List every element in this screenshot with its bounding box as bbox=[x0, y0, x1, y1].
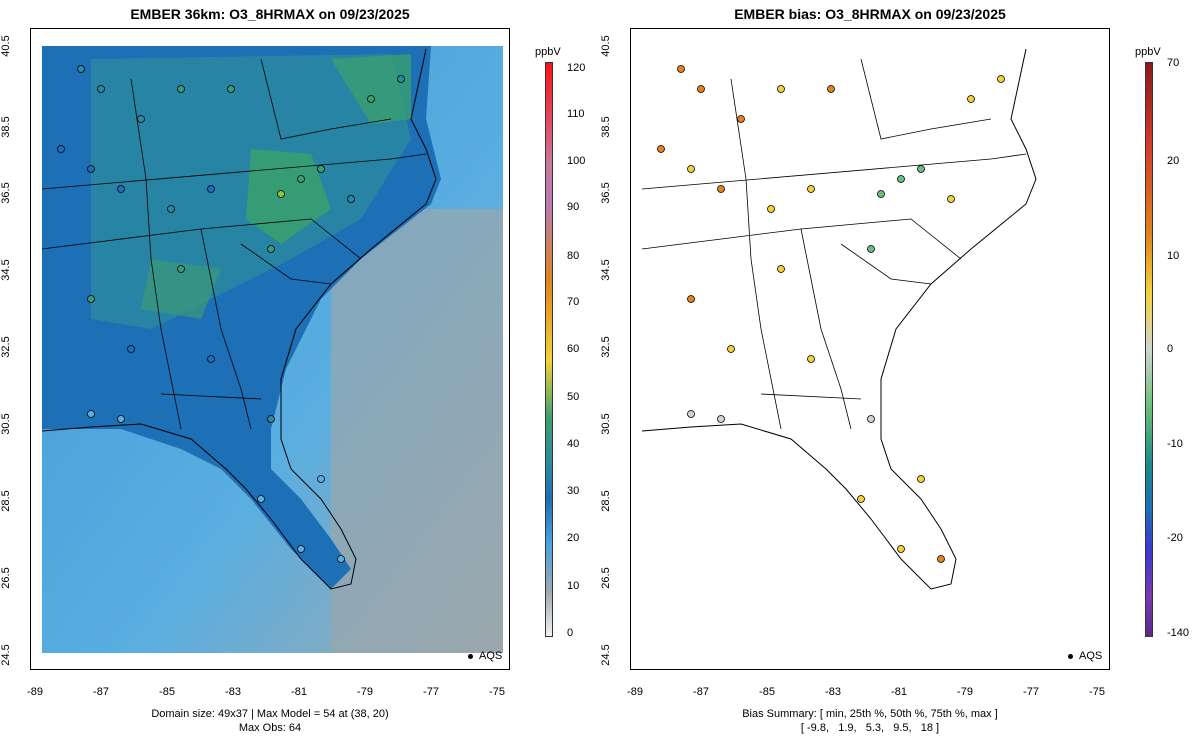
y-tick-label: 38.5 bbox=[0, 116, 12, 138]
left-map-title: EMBER 36km: O3_8HRMAX on 09/23/2025 bbox=[130, 6, 410, 22]
colorbar-tick-label: 10 bbox=[1167, 250, 1180, 262]
legend-label: AQS bbox=[479, 650, 503, 662]
x-tick-label: -83 bbox=[225, 686, 241, 698]
y-tick-label: 34.5 bbox=[600, 259, 612, 281]
right-colorbar-unit: ppbV bbox=[1135, 46, 1161, 58]
y-tick-label: 32.5 bbox=[600, 336, 612, 358]
colorbar-tick-label: 20 bbox=[1167, 155, 1180, 167]
right-legend: AQS bbox=[1068, 650, 1102, 662]
x-tick-label: -81 bbox=[891, 686, 907, 698]
bias-map-panel bbox=[630, 28, 1110, 670]
colorbar-tick-label: 70 bbox=[567, 296, 580, 308]
right-colorbar bbox=[1145, 62, 1153, 637]
y-tick-label: 36.5 bbox=[0, 182, 12, 204]
bias-map bbox=[641, 48, 1037, 590]
colorbar-tick-label: 40 bbox=[567, 438, 580, 450]
y-tick-label: 30.5 bbox=[600, 413, 612, 435]
x-tick-label: -87 bbox=[693, 686, 709, 698]
legend-dot-icon bbox=[1068, 653, 1073, 659]
colorbar-tick-label: 100 bbox=[567, 155, 586, 167]
left-footer-maxobs: Max Obs: 64 bbox=[238, 722, 302, 734]
y-tick-label: 40.5 bbox=[0, 35, 12, 57]
x-tick-label: -77 bbox=[423, 686, 439, 698]
left-colorbar bbox=[545, 62, 553, 637]
x-tick-label: -85 bbox=[159, 686, 175, 698]
y-tick-label: 26.5 bbox=[0, 567, 12, 589]
y-tick-label: 28.5 bbox=[0, 490, 12, 512]
y-tick-label: 30.5 bbox=[0, 413, 12, 435]
y-tick-label: 34.5 bbox=[0, 259, 12, 281]
x-tick-label: -77 bbox=[1023, 686, 1039, 698]
colorbar-tick-label: -10 bbox=[1167, 438, 1183, 450]
colorbar-tick-label: 80 bbox=[567, 250, 580, 262]
colorbar-tick-label: 50 bbox=[567, 391, 580, 403]
left-colorbar-unit: ppbV bbox=[535, 46, 561, 58]
bias-observation-markers bbox=[657, 65, 1005, 563]
left-footer-domain: Domain size: 49x37 | Max Model = 54 at (… bbox=[151, 708, 389, 720]
x-tick-label: -85 bbox=[759, 686, 775, 698]
y-tick-label: 26.5 bbox=[600, 567, 612, 589]
x-tick-label: -89 bbox=[627, 686, 643, 698]
colorbar-tick-label: 120 bbox=[567, 62, 586, 74]
colorbar-tick-label: 70 bbox=[1167, 57, 1180, 69]
model-observation-markers bbox=[57, 65, 405, 563]
colorbar-tick-label: -140 bbox=[1167, 627, 1190, 639]
y-tick-label: 40.5 bbox=[600, 35, 612, 57]
y-tick-label: 24.5 bbox=[0, 644, 12, 666]
right-footer-bias-summary: Bias Summary: [ min, 25th %, 50th %, 75t… bbox=[742, 708, 998, 720]
model-map bbox=[41, 46, 503, 653]
right-footer-bias-values: [ -9.8, 1.9, 5.3, 9.5, 18 ] bbox=[800, 722, 940, 734]
x-tick-label: -81 bbox=[291, 686, 307, 698]
x-tick-label: -75 bbox=[489, 686, 505, 698]
x-tick-label: -75 bbox=[1089, 686, 1105, 698]
y-tick-label: 32.5 bbox=[0, 336, 12, 358]
y-tick-label: 24.5 bbox=[600, 644, 612, 666]
colorbar-tick-label: 60 bbox=[567, 343, 580, 355]
left-legend: AQS bbox=[468, 650, 502, 662]
colorbar-tick-label: -20 bbox=[1167, 532, 1183, 544]
colorbar-tick-label: 110 bbox=[567, 108, 585, 120]
legend-dot-icon bbox=[468, 653, 473, 659]
right-map-title: EMBER bias: O3_8HRMAX on 09/23/2025 bbox=[734, 6, 1006, 22]
colorbar-tick-label: 0 bbox=[567, 627, 574, 639]
x-tick-label: -87 bbox=[93, 686, 109, 698]
x-tick-label: -79 bbox=[357, 686, 373, 698]
x-tick-label: -89 bbox=[27, 686, 43, 698]
x-tick-label: -83 bbox=[825, 686, 841, 698]
colorbar-tick-label: 20 bbox=[567, 532, 580, 544]
legend-label: AQS bbox=[1079, 650, 1103, 662]
colorbar-tick-label: 0 bbox=[1167, 343, 1174, 355]
y-tick-label: 38.5 bbox=[600, 116, 612, 138]
colorbar-tick-label: 30 bbox=[567, 485, 580, 497]
y-tick-label: 36.5 bbox=[600, 182, 612, 204]
model-map-panel bbox=[30, 28, 510, 670]
colorbar-tick-label: 90 bbox=[567, 201, 580, 213]
y-tick-label: 28.5 bbox=[600, 490, 612, 512]
colorbar-tick-label: 10 bbox=[567, 580, 580, 592]
x-tick-label: -79 bbox=[957, 686, 973, 698]
